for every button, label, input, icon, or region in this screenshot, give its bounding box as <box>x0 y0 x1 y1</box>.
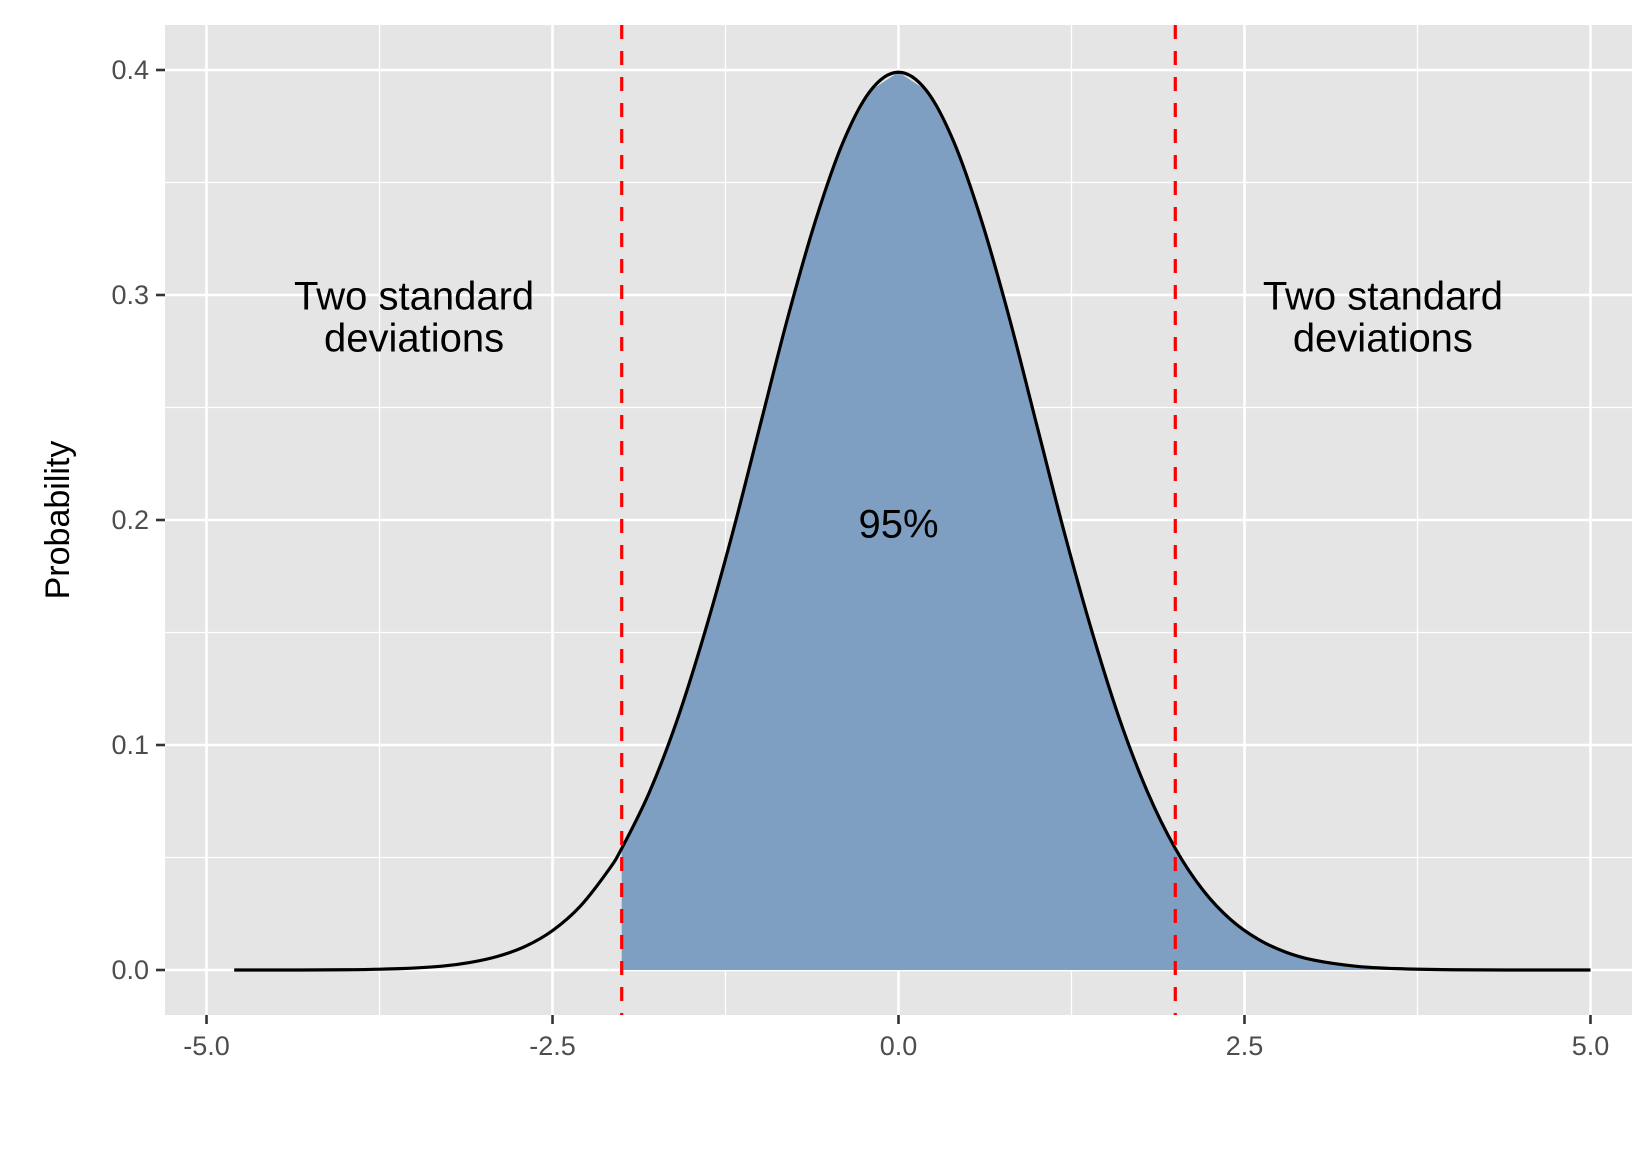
y-tick-label: 0.3 <box>111 280 149 310</box>
x-tick-label: -5.0 <box>183 1031 230 1061</box>
y-tick-label: 0.0 <box>111 955 149 985</box>
y-tick-label: 0.2 <box>111 505 149 535</box>
y-tick-label: 0.4 <box>111 55 149 85</box>
reference-lines <box>620 25 1177 1015</box>
density-curve <box>234 70 1591 972</box>
annotation-text: 95% <box>858 503 938 547</box>
x-tick-label: 2.5 <box>1226 1031 1264 1061</box>
x-tick-label: -2.5 <box>529 1031 576 1061</box>
x-tick-label: 0.0 <box>880 1031 918 1061</box>
annotation-text: Two standard <box>294 275 534 319</box>
y-axis-title: Probability <box>39 441 77 600</box>
annotation-text: deviations <box>1293 317 1473 361</box>
x-axis: -5.0 -2.5 0.0 2.5 5.0 <box>183 1015 1609 1061</box>
y-tick-label: 0.1 <box>111 730 149 760</box>
annotation-text: deviations <box>324 317 504 361</box>
shaded-area <box>621 72 1591 970</box>
x-tick-label: 5.0 <box>1572 1031 1610 1061</box>
annotation-text: Two standard <box>1263 275 1503 319</box>
y-axis: 0.0 0.1 0.2 0.3 0.4 <box>111 55 165 985</box>
